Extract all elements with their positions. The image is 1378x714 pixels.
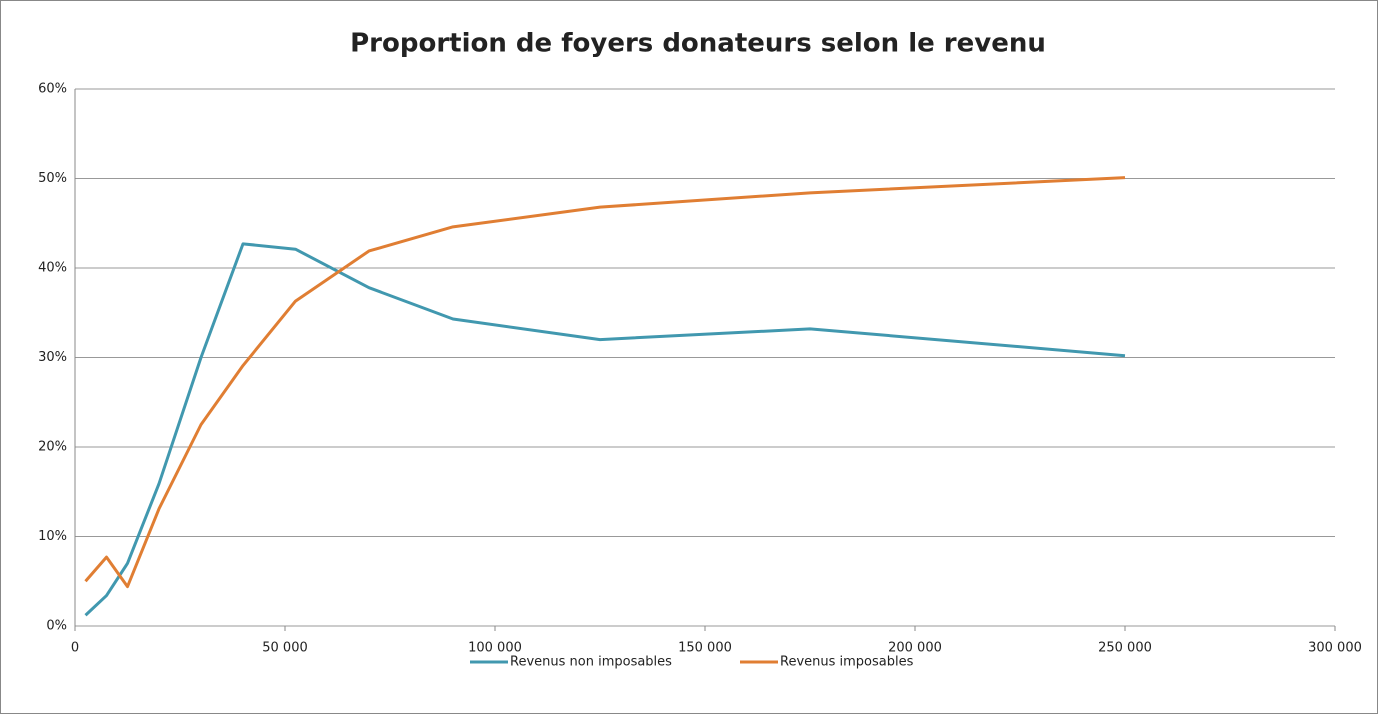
x-tick-label: 250 000: [1098, 641, 1152, 656]
x-tick-label: 0: [71, 641, 79, 656]
x-tick-label: 300 000: [1308, 641, 1362, 656]
y-tick-label: 30%: [38, 350, 67, 365]
line-series: [84, 176, 1126, 589]
y-tick-label: 60%: [38, 82, 67, 97]
x-tick-label: 100 000: [468, 641, 522, 656]
chart-title: Proportion de foyers donateurs selon le …: [350, 29, 1046, 59]
y-tick-label: 40%: [38, 261, 67, 276]
x-tick-label: 50 000: [262, 641, 308, 656]
line-series: [84, 242, 1126, 617]
x-tick-label: 150 000: [678, 641, 732, 656]
legend-label: Revenus imposables: [780, 655, 914, 670]
x-tick-label: 200 000: [888, 641, 942, 656]
y-tick-label: 10%: [38, 529, 67, 544]
legend-label: Revenus non imposables: [510, 655, 672, 670]
y-tick-label: 50%: [38, 171, 67, 186]
y-tick-label: 20%: [38, 440, 67, 455]
y-tick-label: 0%: [46, 619, 67, 634]
